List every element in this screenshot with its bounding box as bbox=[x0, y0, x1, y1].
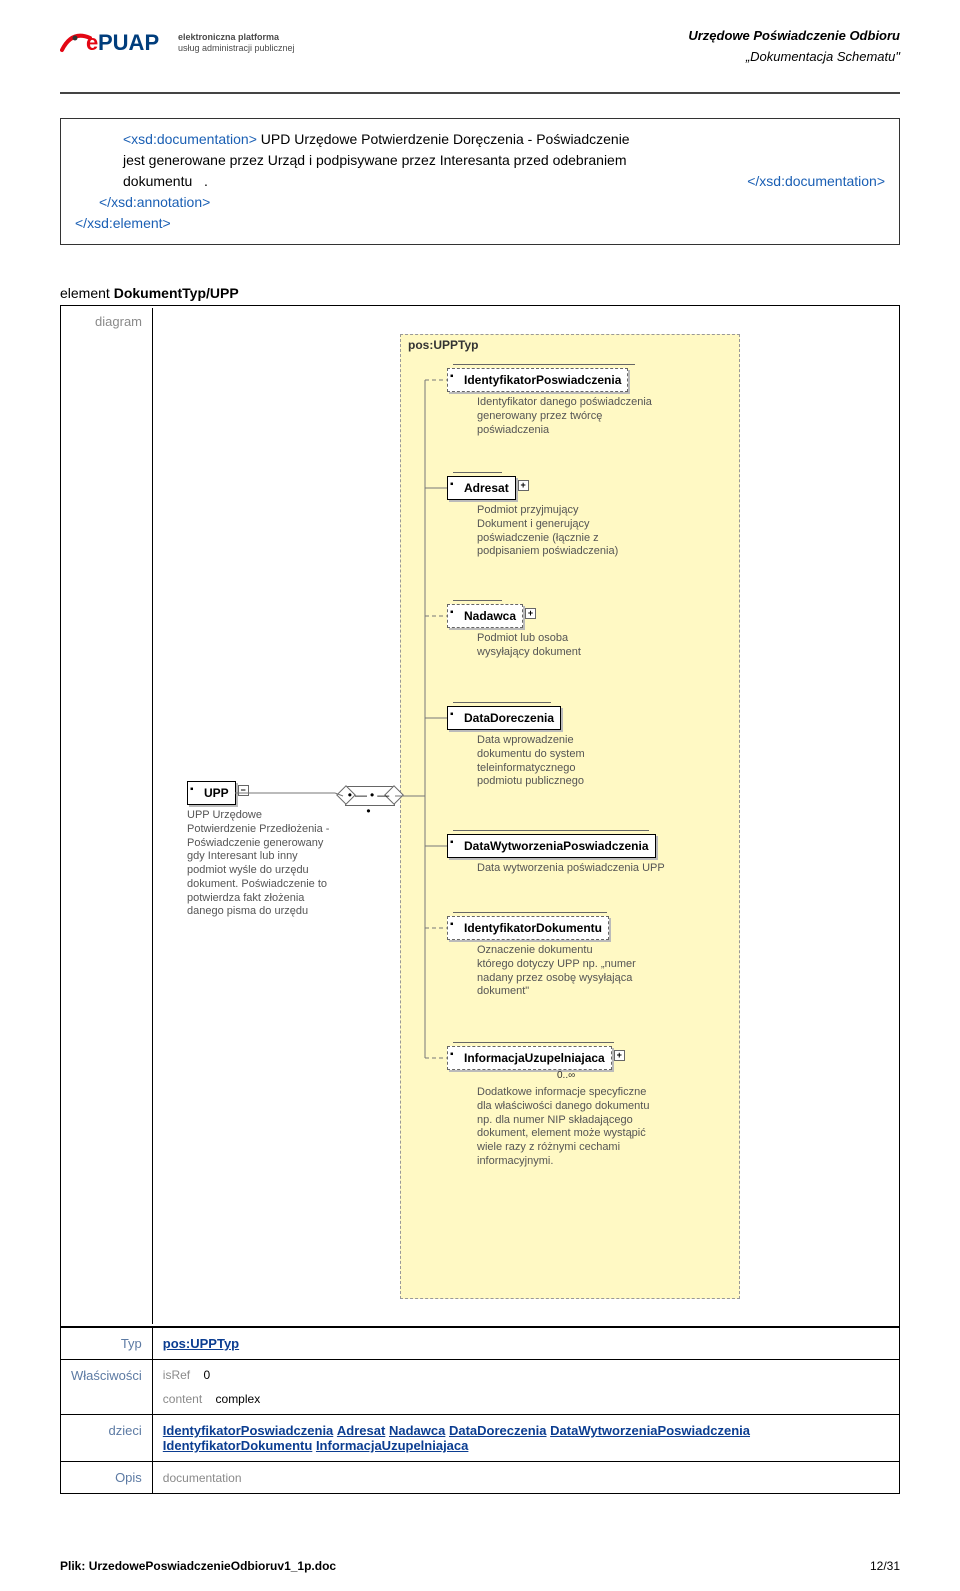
footer-filename: UrzedowePoswiadczenieOdbioruv1_1p.doc bbox=[89, 1559, 336, 1573]
child-element-box[interactable]: ▪ DataWytworzeniaPoswiadczenia bbox=[447, 834, 656, 858]
child-element-description: Data wprowadzenie dokumentu do system te… bbox=[477, 734, 637, 789]
child-element-label: InformacjaUzupelniajaca bbox=[464, 1051, 605, 1065]
child-element-description: Identyfikator danego poświadczenia gener… bbox=[477, 396, 687, 437]
xml-tag: <xsd:documentation> bbox=[123, 131, 257, 147]
row-label-diagram: diagram bbox=[63, 308, 153, 1324]
child-link[interactable]: Adresat bbox=[337, 1423, 385, 1438]
child-link[interactable]: DataWytworzeniaPoswiadczenia bbox=[550, 1423, 750, 1438]
header-title-1: Urzędowe Poświadczenie Odbioru bbox=[688, 28, 900, 43]
logo-subtitle: elektroniczna platforma usług administra… bbox=[178, 32, 295, 54]
child-element-description: Podmiot lub osoba wysyłający dokument bbox=[477, 632, 637, 660]
element-marker-icon: ▪ bbox=[190, 785, 200, 797]
kv-content: content complex bbox=[163, 1392, 889, 1406]
header-divider bbox=[60, 92, 900, 94]
row-opis: Opis documentation bbox=[61, 1462, 900, 1494]
expand-icon[interactable]: + bbox=[525, 608, 536, 619]
opis-value: documentation bbox=[163, 1471, 242, 1485]
element-table: diagram pos:UPPTyp ▪ UPP − UPP Urzędowe … bbox=[60, 305, 900, 1327]
kv-isref: isRef 0 bbox=[163, 1368, 889, 1382]
element-marker-icon: ▪ bbox=[450, 480, 460, 492]
xml-tag: </xsd:element> bbox=[75, 213, 885, 234]
xml-tag: </xsd:documentation> bbox=[747, 171, 885, 192]
child-element-box[interactable]: ▪Adresat+ bbox=[447, 476, 516, 500]
root-label: UPP bbox=[204, 786, 229, 800]
child-element-box[interactable]: ▪ IdentyfikatorPoswiadczenia bbox=[447, 368, 628, 392]
sequence-dots-icon: •—•—• bbox=[346, 787, 394, 805]
child-element-label: IdentyfikatorPoswiadczenia bbox=[464, 373, 621, 387]
expand-icon[interactable]: + bbox=[518, 480, 529, 491]
element-marker-icon: ▪ bbox=[450, 710, 460, 722]
occurrence-label: 0..∞ bbox=[557, 1070, 575, 1081]
element-marker-icon: ▪ bbox=[450, 1050, 460, 1062]
child-element-description: Oznaczenie dokumentu którego dotyczy UPP… bbox=[477, 944, 687, 999]
type-label: pos:UPPTyp bbox=[408, 338, 478, 352]
element-marker-icon: ▪ bbox=[450, 838, 460, 850]
svg-text:e: e bbox=[86, 30, 98, 55]
row-typ: Typ pos:UPPTyp bbox=[61, 1328, 900, 1360]
child-element-box[interactable]: ▪Nadawca+ bbox=[447, 604, 523, 628]
root-element-box[interactable]: ▪ UPP − bbox=[187, 781, 236, 805]
child-element-label: Adresat bbox=[464, 481, 509, 495]
prop-label: Właściwości bbox=[61, 1360, 153, 1415]
child-element-label: IdentyfikatorDokumentu bbox=[464, 921, 602, 935]
prop-label: Opis bbox=[61, 1462, 153, 1494]
sequence-compositor: •—•—• bbox=[345, 786, 395, 806]
header-titles: Urzędowe Poświadczenie Odbioru „Dokument… bbox=[688, 28, 900, 64]
page-number: 12/31 bbox=[870, 1559, 900, 1573]
collapse-icon[interactable]: − bbox=[238, 785, 249, 796]
footer-file-prefix: Plik: bbox=[60, 1559, 89, 1573]
expand-icon[interactable]: + bbox=[614, 1050, 625, 1061]
element-marker-icon: ▪ bbox=[450, 608, 460, 620]
page-header: Urzędowe Poświadczenie Odbioru „Dokument… bbox=[60, 28, 900, 88]
row-wlasciwosci: Właściwości isRef 0 content complex bbox=[61, 1360, 900, 1415]
row-dzieci: dzieci IdentyfikatorPoswiadczenia Adresa… bbox=[61, 1415, 900, 1462]
page-footer: Plik: UrzedowePoswiadczenieOdbioruv1_1p.… bbox=[60, 1559, 900, 1573]
child-element-description: Podmiot przyjmujący Dokument i generując… bbox=[477, 504, 657, 559]
xml-text: jest generowane przez Urząd i podpisywan… bbox=[75, 150, 885, 171]
child-element-label: DataDoreczenia bbox=[464, 711, 554, 725]
xml-text: UPD Urzędowe Potwierdzenie Doręczenia - … bbox=[257, 131, 630, 147]
child-link[interactable]: InformacjaUzupelniajaca bbox=[316, 1438, 468, 1453]
logo-mark: e PUAP bbox=[60, 28, 170, 58]
root-description: UPP Urzędowe Potwierdzenie Przedłożenia … bbox=[187, 809, 342, 919]
element-marker-icon: ▪ bbox=[450, 372, 460, 384]
schema-diagram: pos:UPPTyp ▪ UPP − UPP Urzędowe Potwierd… bbox=[185, 326, 745, 1306]
section-title: element DokumentTyp/UPP bbox=[60, 285, 900, 301]
child-element-description: Dodatkowe informacje specyficzne dla wła… bbox=[477, 1086, 707, 1169]
element-marker-icon: ▪ bbox=[450, 920, 460, 932]
child-element-box[interactable]: ▪ IdentyfikatorDokumentu bbox=[447, 916, 609, 940]
child-link[interactable]: IdentyfikatorPoswiadczenia bbox=[163, 1423, 334, 1438]
prop-label: dzieci bbox=[61, 1415, 153, 1462]
type-link[interactable]: pos:UPPTyp bbox=[163, 1336, 239, 1351]
child-link[interactable]: DataDoreczenia bbox=[449, 1423, 547, 1438]
child-element-label: DataWytworzeniaPoswiadczenia bbox=[464, 839, 649, 853]
child-link[interactable]: IdentyfikatorDokumentu bbox=[163, 1438, 313, 1453]
child-element-box[interactable]: ▪InformacjaUzupelniajaca+ bbox=[447, 1046, 612, 1070]
child-element-description: Data wytworzenia poświadczenia UPP bbox=[477, 862, 707, 876]
child-element-box[interactable]: ▪ DataDoreczenia bbox=[447, 706, 561, 730]
xml-tag: </xsd:annotation> bbox=[75, 192, 885, 213]
xml-snippet-box: <xsd:documentation> UPD Urzędowe Potwier… bbox=[60, 118, 900, 245]
prop-label: Typ bbox=[61, 1328, 153, 1360]
children-links: IdentyfikatorPoswiadczenia Adresat Nadaw… bbox=[152, 1415, 899, 1462]
diagram-cell: pos:UPPTyp ▪ UPP − UPP Urzędowe Potwierd… bbox=[155, 308, 897, 1324]
header-title-2: „Dokumentacja Schematu" bbox=[688, 49, 900, 64]
properties-table: Typ pos:UPPTyp Właściwości isRef 0 conte… bbox=[60, 1327, 900, 1494]
xml-text: dokumentu . bbox=[123, 171, 208, 192]
child-element-label: Nadawca bbox=[464, 609, 516, 623]
child-link[interactable]: Nadawca bbox=[389, 1423, 445, 1438]
svg-text:PUAP: PUAP bbox=[98, 30, 159, 55]
